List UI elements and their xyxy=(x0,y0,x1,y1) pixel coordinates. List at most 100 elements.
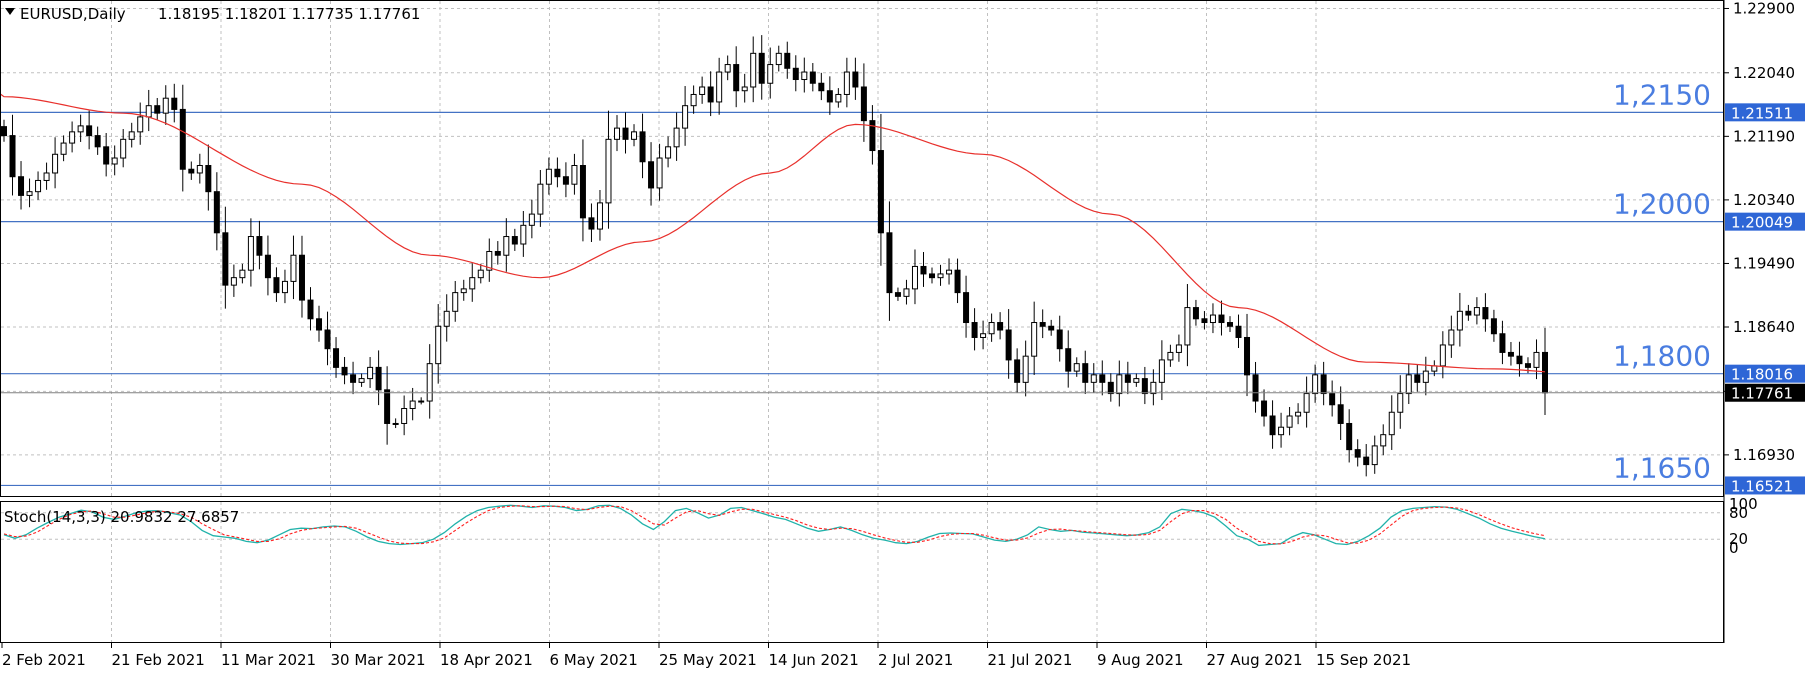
candle-body xyxy=(1158,359,1165,383)
candle-body xyxy=(997,322,1004,331)
candle-body xyxy=(171,97,178,110)
candle-body xyxy=(1371,445,1378,466)
candle-body xyxy=(1490,318,1497,335)
candle-body xyxy=(1439,344,1446,367)
candle-body xyxy=(622,127,629,140)
candle-body xyxy=(1329,393,1336,406)
candle-body xyxy=(886,232,893,294)
candle-body xyxy=(920,265,927,275)
candle-body xyxy=(1380,434,1387,447)
candle-body xyxy=(741,86,748,92)
candle-body xyxy=(443,310,450,327)
candle-body xyxy=(120,138,127,159)
candle-body xyxy=(188,168,195,174)
price-tick-label: 1.18640 xyxy=(1733,318,1795,336)
stoch-tick-label: 20 xyxy=(1729,530,1748,548)
candle-body xyxy=(52,153,59,174)
candle-body xyxy=(1252,374,1259,402)
candle-body xyxy=(103,146,110,165)
candle-body xyxy=(18,176,25,196)
candle-body xyxy=(1422,370,1429,383)
candle-body xyxy=(1065,348,1072,372)
candle-body xyxy=(1261,400,1268,417)
candle-body xyxy=(699,86,706,95)
symbol-timeframe: EURUSD,Daily xyxy=(20,5,126,23)
candle-body xyxy=(460,288,467,294)
candle-body xyxy=(1278,426,1285,436)
candle-body xyxy=(963,292,970,324)
candle-body xyxy=(179,108,186,170)
candle-body xyxy=(707,86,714,103)
date-label: 14 Jun 2021 xyxy=(769,651,859,669)
candle-body xyxy=(307,299,314,320)
level-tag-bg xyxy=(1725,212,1805,231)
stoch-signal-line xyxy=(3,505,1546,545)
price-tick-label: 1.20340 xyxy=(1733,191,1795,209)
date-label: 11 Mar 2021 xyxy=(221,651,316,669)
collapse-triangle-icon[interactable] xyxy=(5,8,15,15)
candle-body xyxy=(128,131,135,140)
candle-body xyxy=(1431,365,1438,372)
candle-body xyxy=(264,254,271,279)
candle-body xyxy=(1286,415,1293,428)
candle-body xyxy=(486,250,493,271)
candle-body xyxy=(639,131,646,163)
ohlc-values: 1.18195 1.18201 1.17735 1.17761 xyxy=(158,5,420,23)
candle-body xyxy=(239,269,246,279)
candle-body xyxy=(724,64,731,73)
candle-body xyxy=(1235,325,1242,338)
candle-body xyxy=(665,146,672,159)
level-tag-bg xyxy=(1725,476,1805,495)
candle-body xyxy=(1184,307,1191,346)
candle-body xyxy=(1542,351,1548,394)
date-label: 25 May 2021 xyxy=(659,651,757,669)
candle-body xyxy=(1295,411,1302,417)
candle-body xyxy=(1269,415,1276,436)
candle-body xyxy=(1482,307,1489,320)
candle-body xyxy=(758,52,765,84)
candle-body xyxy=(111,157,118,165)
horizontal-levels[interactable]: 1,2150 1,2000 1,1800 1,1650 xyxy=(1,78,1723,487)
date-axis: 2 Feb 2021 21 Feb 2021 11 Mar 2021 30 Mar 2… xyxy=(1,643,1411,669)
candle-body xyxy=(358,378,365,383)
candle-body xyxy=(1456,310,1463,331)
candle-body xyxy=(690,93,697,107)
candle-body xyxy=(1167,351,1174,361)
candle-body xyxy=(1099,374,1106,383)
candle-body xyxy=(69,131,76,144)
candle-body xyxy=(1244,336,1251,376)
candle-body xyxy=(1116,374,1123,395)
candle-body xyxy=(1226,322,1233,327)
candle-body xyxy=(1516,355,1523,365)
candle-body xyxy=(843,71,850,95)
candle-body xyxy=(1354,449,1361,458)
candle-body xyxy=(588,217,595,230)
stoch-main-line xyxy=(3,504,1546,547)
candle-body xyxy=(613,127,620,140)
candle-body xyxy=(367,366,374,380)
candle-body xyxy=(767,64,774,84)
candle-body xyxy=(298,254,305,301)
candle-body xyxy=(154,105,161,114)
candle-body xyxy=(818,82,825,92)
price-tick-label: 1.22040 xyxy=(1733,64,1795,82)
candle-body xyxy=(1107,381,1114,395)
price-tick-label: 1.22900 xyxy=(1733,0,1795,17)
candle-body xyxy=(1141,378,1148,395)
candle-body xyxy=(511,236,518,245)
candle-body xyxy=(673,127,680,148)
candle-body xyxy=(631,131,638,140)
level-tag-value: 1.18016 xyxy=(1731,366,1793,384)
candle-body xyxy=(733,64,740,92)
candle-body xyxy=(835,93,842,103)
candle-body xyxy=(1090,374,1097,383)
level-tag-value: 1.16521 xyxy=(1731,477,1793,495)
candle-body xyxy=(1192,307,1199,320)
candle-body xyxy=(1397,393,1404,413)
candle-body xyxy=(929,273,936,279)
candle-body xyxy=(937,273,944,279)
candle-body xyxy=(1303,393,1310,413)
current-price-value: 1.17761 xyxy=(1731,385,1793,403)
candle-body xyxy=(333,348,340,368)
